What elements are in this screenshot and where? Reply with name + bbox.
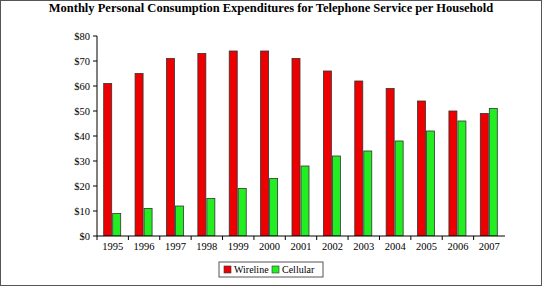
category-label: 2000	[259, 241, 280, 252]
x-tick	[97, 236, 98, 240]
x-tick	[222, 236, 223, 240]
bar	[355, 81, 363, 236]
x-tick	[473, 236, 474, 240]
bar	[238, 189, 246, 237]
bar	[166, 59, 174, 237]
bar	[395, 141, 403, 236]
tick-mark	[93, 36, 97, 37]
x-tick	[316, 236, 317, 240]
legend-box	[219, 262, 323, 277]
legend-swatch	[272, 266, 279, 273]
x-axis	[97, 236, 505, 237]
frame	[1, 1, 542, 286]
bar	[386, 89, 394, 237]
category-label: 2004	[385, 241, 407, 252]
bar	[427, 131, 435, 236]
tick-mark	[93, 136, 97, 137]
bar	[480, 114, 488, 237]
tick-label: $0	[80, 231, 91, 242]
bar	[332, 156, 340, 236]
x-tick	[410, 236, 411, 240]
tick-mark	[93, 236, 97, 237]
tick-label: $80	[74, 31, 90, 42]
bar	[489, 109, 497, 237]
bar	[104, 84, 112, 237]
category-label: 1995	[102, 241, 123, 252]
tick-mark	[93, 86, 97, 87]
bar	[175, 206, 183, 236]
tick-label: $50	[74, 106, 90, 117]
bar	[292, 59, 300, 237]
bar	[458, 121, 466, 236]
x-tick	[128, 236, 129, 240]
x-tick	[159, 236, 160, 240]
bar	[144, 209, 152, 237]
category-label: 1999	[228, 241, 249, 252]
category-label: 2006	[447, 241, 468, 252]
bar	[229, 51, 237, 236]
tick-label: $60	[74, 81, 90, 92]
chart: Monthly Personal Consumption Expenditure…	[0, 0, 542, 286]
category-label: 2005	[416, 241, 437, 252]
tick-label: $30	[74, 156, 90, 167]
bar	[364, 151, 372, 236]
bar	[323, 71, 331, 236]
tick-mark	[93, 61, 97, 62]
tick-mark	[93, 186, 97, 187]
category-label: 1998	[196, 241, 217, 252]
legend-label: Cellular	[282, 264, 315, 275]
x-tick	[191, 236, 192, 240]
x-tick	[285, 236, 286, 240]
bar	[261, 51, 269, 236]
bars	[104, 51, 498, 236]
x-tick	[253, 236, 254, 240]
x-tick	[348, 236, 349, 240]
x-tick	[379, 236, 380, 240]
x-tick	[442, 236, 443, 240]
category-label: 2002	[322, 241, 343, 252]
y-axis	[97, 36, 98, 236]
bar	[135, 74, 143, 237]
category-label: 1996	[134, 241, 155, 252]
legend-label: Wireline	[234, 264, 269, 275]
bar	[113, 214, 121, 237]
category-label: 1997	[165, 241, 186, 252]
bar	[198, 54, 206, 237]
bar	[270, 179, 278, 237]
tick-label: $70	[74, 56, 90, 67]
tick-label: $20	[74, 181, 90, 192]
legend: Wireline Cellular	[219, 262, 323, 277]
category-label: 2003	[353, 241, 374, 252]
bar	[301, 166, 309, 236]
bar	[207, 199, 215, 237]
tick-mark	[93, 111, 97, 112]
tick-mark	[93, 161, 97, 162]
bar	[449, 111, 457, 236]
tick-label: $10	[74, 206, 90, 217]
tick-label: $40	[74, 131, 90, 142]
bar	[418, 101, 426, 236]
category-label: 2001	[291, 241, 312, 252]
category-label: 2007	[479, 241, 500, 252]
legend-swatch	[224, 266, 231, 273]
title: Monthly Personal Consumption Expenditure…	[49, 1, 494, 15]
tick-mark	[93, 211, 97, 212]
